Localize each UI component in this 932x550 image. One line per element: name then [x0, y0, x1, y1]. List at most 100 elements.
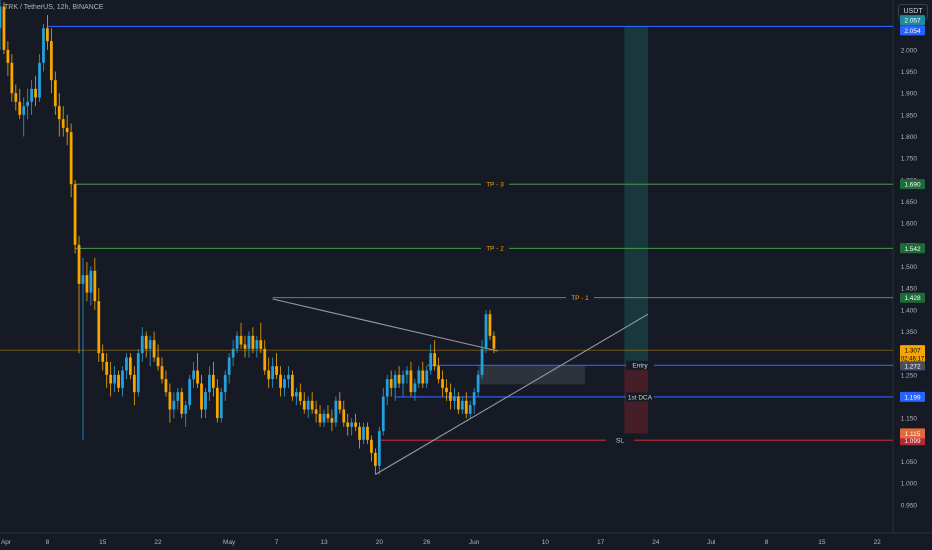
- candle-body: [38, 62, 41, 98]
- candle-body: [342, 409, 346, 423]
- sl-upper-tag-text: 1.115: [905, 431, 921, 438]
- time-tick-label: 15: [99, 539, 107, 546]
- candle-body: [338, 400, 342, 410]
- candle-body: [6, 49, 10, 63]
- candle-body: [0, 6, 2, 29]
- candle-body: [113, 374, 116, 384]
- candle-body: [121, 370, 124, 388]
- candle-body: [180, 392, 184, 414]
- candle-body: [89, 270, 93, 293]
- candle-body: [196, 370, 199, 384]
- candle-body: [34, 88, 37, 98]
- level-label: TP - 2: [486, 246, 504, 253]
- time-tick-label: Jul: [707, 539, 716, 546]
- time-tick-label: Jun: [469, 539, 480, 546]
- candle-body: [354, 422, 358, 427]
- time-tick-label: 22: [154, 539, 162, 546]
- candle-body: [437, 366, 440, 380]
- candle-body: [101, 353, 105, 362]
- candle-body: [192, 370, 195, 380]
- candle-body: [259, 340, 263, 349]
- candle-body: [231, 348, 235, 358]
- candle-body: [393, 374, 397, 388]
- candle-body: [85, 275, 89, 293]
- candle-body: [46, 28, 49, 42]
- time-tick-label: 8: [765, 539, 769, 546]
- time-tick-label: 22: [874, 539, 882, 546]
- candle-body: [326, 413, 330, 419]
- candle-body: [73, 184, 77, 245]
- price-tick-label: 1.050: [901, 459, 918, 466]
- candle-body: [10, 62, 14, 94]
- candle-body: [401, 374, 405, 384]
- candle-body: [105, 361, 109, 375]
- candle-body: [14, 93, 18, 102]
- candle-body: [263, 348, 267, 371]
- candle-body: [53, 80, 57, 107]
- candle-body: [460, 400, 464, 410]
- level-label: Entry: [632, 363, 648, 370]
- level-price-tag-text: 1.542: [904, 246, 921, 253]
- candle-body: [346, 422, 350, 427]
- candle-body: [480, 348, 484, 375]
- candle-body: [358, 426, 361, 440]
- candle-body: [247, 335, 251, 349]
- candle-body: [235, 335, 239, 349]
- candle-body: [200, 383, 203, 410]
- price-tick-label: 0.950: [901, 502, 918, 509]
- candle-body: [283, 379, 286, 388]
- candle-body: [302, 400, 306, 410]
- candle-body: [409, 370, 413, 393]
- candle-body: [306, 400, 310, 410]
- candle-body: [421, 370, 425, 384]
- level-price-tag-text: 1.690: [904, 182, 921, 189]
- candle-body: [291, 374, 294, 397]
- candle-body: [370, 439, 373, 453]
- time-tick-label: 26: [423, 539, 431, 546]
- chart-title: TRK / TetherUS, 12h, BINANCE: [4, 4, 104, 11]
- candle-body: [211, 374, 215, 388]
- trend-line: [272, 298, 498, 352]
- level-label: SL: [616, 438, 624, 445]
- candle-body: [176, 392, 180, 401]
- candle-body: [362, 426, 365, 440]
- trend-line: [375, 313, 649, 475]
- candle-body: [492, 335, 496, 349]
- candle-body: [57, 106, 61, 120]
- candle-body: [223, 374, 227, 393]
- price-tick-label: 1.800: [901, 134, 918, 141]
- candle-body: [425, 370, 429, 384]
- candle-body: [275, 366, 278, 375]
- price-tick-label: 1.000: [901, 481, 918, 488]
- candle-body: [168, 392, 172, 410]
- candle-body: [140, 335, 144, 354]
- candle-body: [279, 374, 282, 388]
- price-tick-label: 1.150: [901, 416, 918, 423]
- candle-body: [476, 374, 480, 393]
- candle-body: [298, 392, 302, 401]
- candle-body: [148, 340, 152, 349]
- countdown-tag-text: 02:46:17: [901, 357, 925, 363]
- candle-body: [456, 396, 460, 410]
- price-tick-label: 1.950: [901, 69, 918, 76]
- candle-body: [445, 387, 448, 393]
- candle-body: [310, 400, 314, 410]
- candle-body: [488, 314, 492, 336]
- level-label-bg: [626, 360, 654, 370]
- candle-body: [164, 379, 168, 393]
- candle-body: [267, 370, 271, 380]
- price-tick-label: 1.650: [901, 199, 918, 206]
- candle-body: [49, 41, 53, 81]
- level-price-tag: [900, 292, 925, 303]
- candle-body: [251, 335, 255, 349]
- candle-body: [381, 396, 385, 432]
- current-price-tag: [900, 345, 925, 364]
- level-label: TP - 1: [571, 295, 589, 302]
- candle-body: [26, 101, 30, 107]
- candle-body: [484, 314, 488, 349]
- time-tick-label: 7: [275, 539, 279, 546]
- level-price-tag-text: 1.099: [904, 438, 921, 445]
- top-line-tag-text: 2.054: [904, 28, 921, 35]
- time-tick-label: 10: [542, 539, 550, 546]
